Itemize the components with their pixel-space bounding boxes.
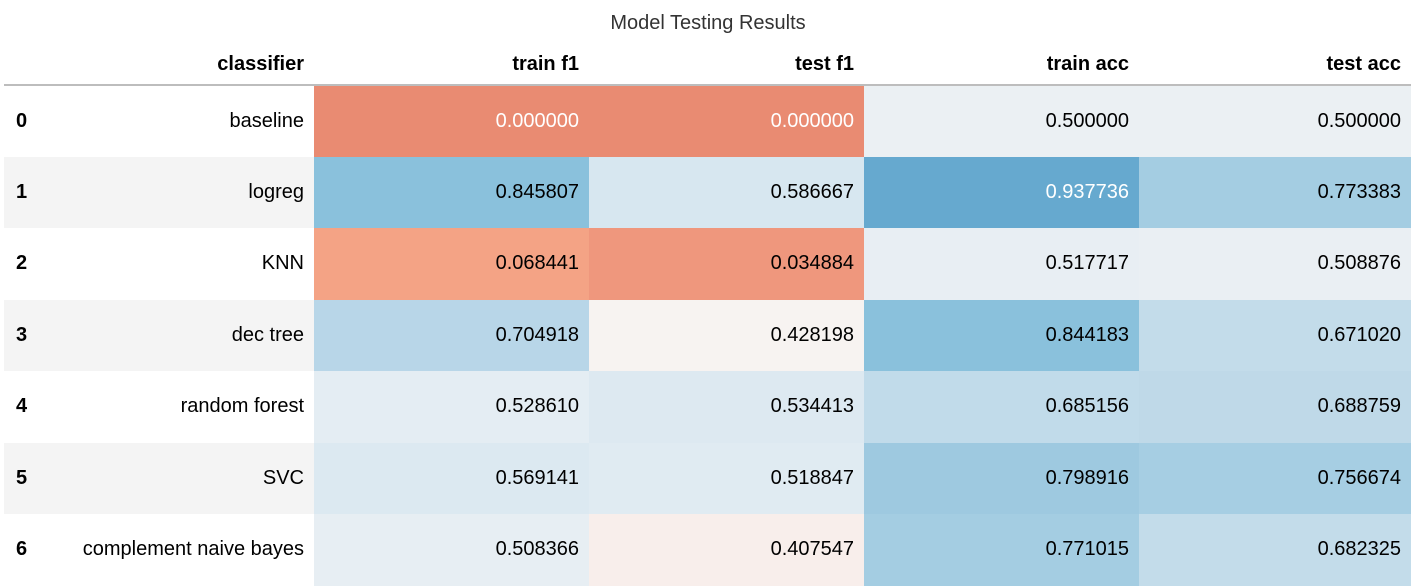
value-cell: 0.500000 <box>864 85 1139 157</box>
table-row: 0 baseline 0.000000 0.000000 0.500000 0.… <box>4 85 1411 157</box>
column-header-test-f1: test f1 <box>589 44 864 86</box>
value-cell: 0.682325 <box>1139 514 1411 586</box>
value-cell: 0.685156 <box>864 371 1139 443</box>
classifier-cell: complement naive bayes <box>82 538 304 561</box>
column-header-train-acc: train acc <box>864 44 1139 86</box>
value-cell: 0.407547 <box>589 514 864 586</box>
classifier-cell: SVC <box>262 466 304 489</box>
row-index: 5 <box>16 466 28 489</box>
column-header-classifier: classifier <box>50 44 314 86</box>
table-row: 4 random forest 0.528610 0.534413 0.6851… <box>4 371 1411 443</box>
column-header-test-acc: test acc <box>1139 44 1411 86</box>
table-caption: Model Testing Results <box>610 12 806 34</box>
value-cell: 0.528610 <box>314 371 589 443</box>
row-index: 1 <box>16 180 28 203</box>
value-cell: 0.508876 <box>1139 228 1411 300</box>
value-cell: 0.756674 <box>1139 442 1411 514</box>
table-row: 6 complement naive bayes 0.508366 0.4075… <box>4 514 1411 586</box>
value-cell: 0.688759 <box>1139 371 1411 443</box>
value-cell: 0.844183 <box>864 299 1139 371</box>
value-cell: 0.845807 <box>314 156 589 228</box>
table-row: 3 dec tree 0.704918 0.428198 0.844183 0.… <box>4 299 1411 371</box>
value-cell: 0.000000 <box>589 85 864 157</box>
classifier-cell: logreg <box>248 180 304 203</box>
value-cell: 0.534413 <box>589 371 864 443</box>
value-cell: 0.704918 <box>314 299 589 371</box>
value-cell: 0.773383 <box>1139 156 1411 228</box>
value-cell: 0.586667 <box>589 156 864 228</box>
value-cell: 0.671020 <box>1139 299 1411 371</box>
classifier-cell: KNN <box>261 252 304 275</box>
value-cell: 0.518847 <box>589 442 864 514</box>
value-cell: 0.508366 <box>314 514 589 586</box>
value-cell: 0.000000 <box>314 85 589 157</box>
value-cell: 0.771015 <box>864 514 1139 586</box>
row-index: 0 <box>16 109 28 132</box>
row-index: 3 <box>16 323 28 346</box>
column-header-train-f1: train f1 <box>314 44 589 86</box>
value-cell: 0.517717 <box>864 228 1139 300</box>
row-index: 2 <box>16 252 28 275</box>
value-cell: 0.937736 <box>864 156 1139 228</box>
value-cell: 0.428198 <box>589 299 864 371</box>
row-index: 6 <box>16 538 28 561</box>
table-row: 2 KNN 0.068441 0.034884 0.517717 0.50887… <box>4 228 1411 300</box>
table-row: 5 SVC 0.569141 0.518847 0.798916 0.75667… <box>4 442 1411 514</box>
value-cell: 0.569141 <box>314 442 589 514</box>
classifier-cell: dec tree <box>231 323 304 346</box>
index-header <box>4 44 50 86</box>
value-cell: 0.500000 <box>1139 85 1411 157</box>
row-index: 4 <box>16 395 28 418</box>
classifier-cell: baseline <box>229 109 304 132</box>
classifier-cell: random forest <box>180 395 304 418</box>
table-row: 1 logreg 0.845807 0.586667 0.937736 0.77… <box>4 156 1411 228</box>
header-row: classifier train f1 test f1 train acc te… <box>4 44 1411 86</box>
value-cell: 0.034884 <box>589 228 864 300</box>
results-table: classifier train f1 test f1 train acc te… <box>4 44 1411 586</box>
value-cell: 0.798916 <box>864 442 1139 514</box>
value-cell: 0.068441 <box>314 228 589 300</box>
